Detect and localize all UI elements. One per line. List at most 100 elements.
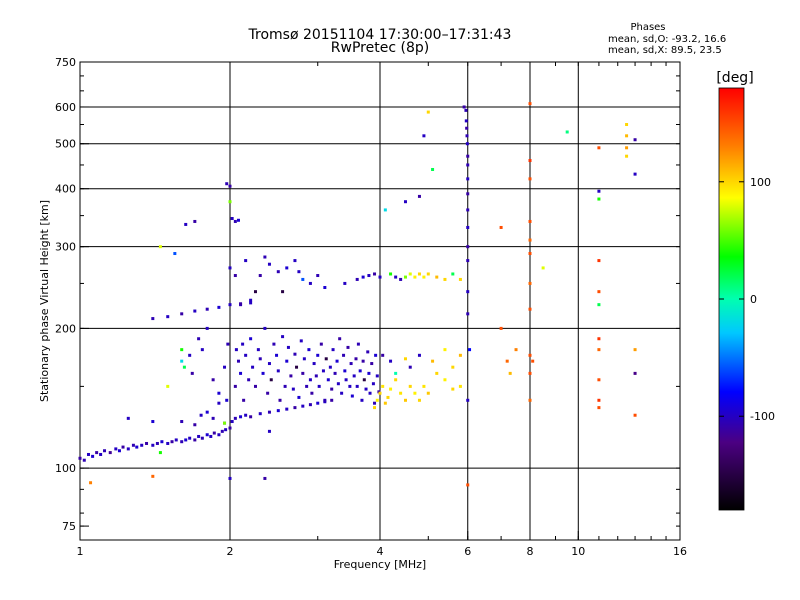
data-point	[267, 429, 271, 433]
data-point	[239, 371, 243, 375]
data-point	[417, 194, 421, 198]
data-point	[528, 398, 532, 402]
data-point	[295, 365, 299, 369]
x-tick-label: 10	[571, 545, 585, 558]
data-point	[205, 410, 209, 414]
data-point	[217, 305, 221, 309]
data-point	[323, 398, 327, 402]
y-tick-label: 750	[55, 56, 76, 69]
data-point	[180, 440, 184, 444]
data-point	[291, 387, 295, 391]
data-point	[375, 374, 379, 378]
data-point	[373, 406, 377, 410]
data-point	[200, 436, 204, 440]
data-point	[293, 406, 297, 410]
data-point	[281, 335, 285, 339]
data-point	[267, 410, 271, 414]
data-point	[528, 238, 532, 242]
data-point	[244, 259, 248, 263]
data-point	[233, 384, 237, 388]
data-point	[228, 200, 232, 204]
data-point	[389, 387, 393, 391]
data-point	[160, 440, 164, 444]
data-point	[225, 398, 229, 402]
data-point	[293, 352, 297, 356]
data-point	[223, 421, 227, 425]
data-point	[368, 391, 372, 395]
data-point	[348, 384, 352, 388]
colorbar-tick-label: 100	[750, 176, 771, 189]
data-point	[117, 449, 121, 453]
data-point	[180, 348, 184, 352]
data-point	[212, 431, 216, 435]
data-point	[355, 384, 359, 388]
data-point	[333, 371, 337, 375]
data-point	[283, 384, 287, 388]
data-point	[86, 452, 90, 456]
y-tick-label: 75	[62, 520, 76, 533]
data-point	[417, 398, 421, 402]
data-point	[310, 391, 314, 395]
data-point	[343, 369, 347, 373]
data-point	[466, 225, 470, 229]
stats-line-x: mean, sd,X: 89.5, 23.5	[608, 45, 722, 56]
data-point	[155, 441, 159, 445]
data-point	[468, 348, 472, 352]
data-point	[236, 359, 240, 363]
data-point	[422, 384, 426, 388]
data-point	[386, 395, 390, 399]
data-point	[458, 277, 462, 281]
colorbar-tick-label: 0	[750, 293, 757, 306]
data-point	[297, 395, 301, 399]
data-point	[197, 434, 201, 438]
data-point	[383, 401, 387, 405]
data-point	[269, 378, 273, 382]
data-point	[317, 384, 321, 388]
data-point	[249, 415, 253, 419]
data-point	[464, 119, 468, 123]
data-point	[211, 378, 215, 382]
data-point	[126, 416, 130, 420]
data-point	[336, 382, 340, 386]
data-point	[230, 420, 234, 424]
data-point	[466, 398, 470, 402]
data-point	[239, 302, 243, 306]
data-point	[258, 357, 262, 361]
data-point	[170, 440, 174, 444]
data-point	[466, 259, 470, 263]
data-point	[451, 387, 455, 391]
data-point	[233, 219, 237, 223]
y-axis-label: Stationary phase Virtual Height [km]	[38, 200, 51, 402]
data-point	[242, 398, 246, 402]
data-point	[597, 197, 601, 201]
data-point	[389, 272, 393, 276]
data-point	[258, 412, 262, 416]
data-point	[335, 359, 339, 363]
data-point	[316, 274, 320, 278]
stats-line-o: mean, sd,O: -93.2, 16.6	[608, 34, 726, 45]
data-point	[131, 443, 135, 447]
data-point	[135, 445, 139, 449]
data-point	[285, 407, 289, 411]
data-point	[173, 252, 177, 256]
data-point	[633, 348, 637, 352]
data-point	[263, 476, 267, 480]
data-point	[465, 142, 469, 146]
data-point	[358, 369, 362, 373]
data-point	[403, 275, 407, 279]
data-point	[217, 401, 221, 405]
data-point	[302, 357, 306, 361]
data-point	[308, 378, 312, 382]
x-tick-label: 1	[77, 545, 84, 558]
data-point	[234, 348, 238, 352]
data-point	[266, 391, 270, 395]
data-point	[312, 362, 316, 366]
data-point	[499, 225, 503, 229]
data-point	[349, 362, 353, 366]
data-point	[151, 474, 155, 478]
data-point	[366, 350, 370, 354]
data-point	[276, 369, 280, 373]
data-point	[251, 365, 255, 369]
data-point	[458, 353, 462, 357]
data-point	[281, 290, 285, 294]
